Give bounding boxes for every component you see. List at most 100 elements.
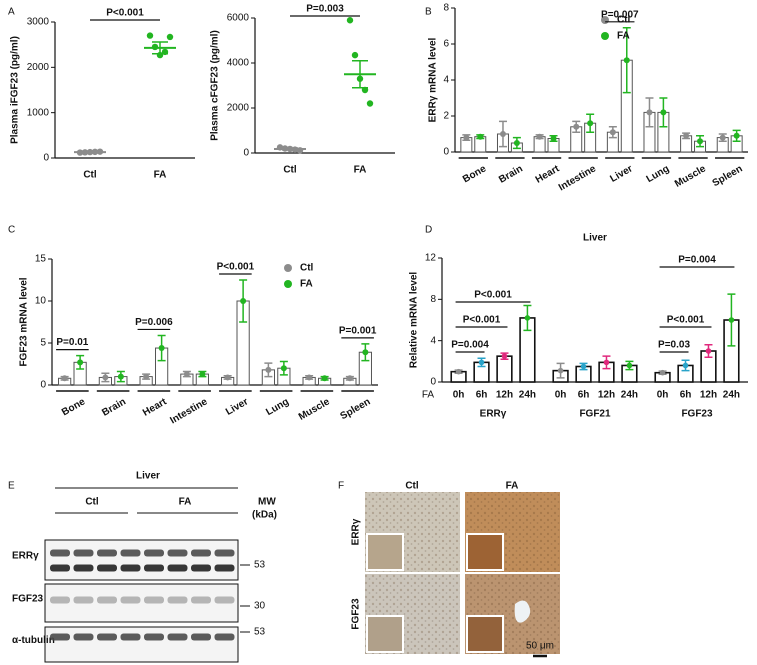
blot-group-label: Ctl bbox=[85, 497, 99, 508]
x-tick-label: FA bbox=[154, 170, 167, 181]
panel-label: D bbox=[425, 225, 432, 236]
x-tick-label: FA bbox=[354, 165, 367, 176]
y-tick-label: 4000 bbox=[227, 58, 250, 69]
mean-dot bbox=[623, 57, 630, 64]
p-value: P=0.004 bbox=[678, 255, 716, 266]
panel-label: C bbox=[8, 225, 15, 236]
mean-dot bbox=[728, 317, 735, 323]
y-tick-label: 6000 bbox=[227, 13, 250, 24]
blot-band bbox=[191, 564, 211, 572]
mean-dot bbox=[77, 359, 84, 366]
blot-band bbox=[73, 564, 94, 572]
p-value: P=0.006 bbox=[135, 317, 173, 328]
y-axis-label: Relative mRNA level bbox=[409, 272, 420, 369]
blot-title: Liver bbox=[136, 471, 160, 482]
x-tick-label: Lung bbox=[264, 396, 291, 418]
x-tick-label: Lung bbox=[645, 163, 672, 185]
mean-dot bbox=[143, 373, 150, 380]
blot-band bbox=[214, 549, 235, 557]
mean-dot bbox=[117, 373, 124, 380]
ihc-column-label: FA bbox=[506, 481, 519, 492]
legend-marker bbox=[284, 264, 292, 272]
blot-band bbox=[167, 549, 188, 557]
blot-band bbox=[191, 549, 211, 557]
blot-band bbox=[50, 596, 70, 604]
x-tick-label: Spleen bbox=[711, 163, 745, 189]
panel-label: A bbox=[8, 7, 15, 18]
mean-dot bbox=[455, 368, 462, 375]
x-tick-label: 24h bbox=[519, 390, 536, 401]
blot-band bbox=[97, 549, 117, 557]
mean-dot bbox=[646, 109, 653, 116]
blot-band bbox=[73, 633, 94, 641]
blot-row-label: ERRγ bbox=[12, 551, 39, 562]
blot-band bbox=[144, 596, 164, 604]
y-axis-label: Plasma iFGF23 (pg/ml) bbox=[10, 36, 21, 144]
error-bar bbox=[82, 150, 98, 154]
blot-band bbox=[120, 549, 141, 557]
treatment-label: FA bbox=[422, 390, 435, 401]
y-tick-label: 2000 bbox=[27, 62, 50, 73]
legend-label: Ctl bbox=[300, 263, 314, 274]
y-tick-label: 15 bbox=[35, 254, 47, 265]
blot-row-label: FGF23 bbox=[12, 594, 44, 605]
mean-dot bbox=[499, 131, 506, 137]
error-bar bbox=[352, 60, 368, 89]
mean-dot bbox=[61, 375, 68, 382]
x-tick-label: Intestine bbox=[168, 396, 209, 426]
panel-label: B bbox=[425, 7, 432, 18]
mw-label: MW bbox=[258, 497, 276, 508]
mean-dot bbox=[362, 349, 369, 356]
mean-dot bbox=[733, 132, 740, 139]
chart-title: Liver bbox=[583, 233, 607, 244]
y-tick-label: 3000 bbox=[27, 17, 50, 28]
p-value: P<0.001 bbox=[217, 262, 255, 273]
y-tick-label: 4 bbox=[443, 75, 449, 86]
scale-bar-label: 50 μm bbox=[526, 641, 554, 652]
x-tick-label: 0h bbox=[555, 390, 567, 401]
x-tick-label: Ctl bbox=[83, 170, 97, 181]
blot-band bbox=[50, 564, 70, 572]
y-tick-label: 0 bbox=[43, 153, 49, 164]
ihc-vessel bbox=[514, 600, 531, 623]
legend-marker bbox=[601, 32, 609, 40]
data-point bbox=[146, 32, 154, 39]
x-tick-label: 24h bbox=[621, 390, 638, 401]
mean-dot bbox=[587, 120, 594, 127]
blot-band bbox=[214, 633, 235, 641]
blot-band bbox=[144, 633, 164, 641]
x-tick-label: Bone bbox=[461, 163, 489, 185]
x-tick-label: Heart bbox=[534, 163, 562, 186]
legend-label: FA bbox=[300, 279, 313, 290]
x-tick-label: Heart bbox=[141, 396, 169, 419]
x-tick-label: Liver bbox=[224, 396, 250, 418]
mean-dot bbox=[659, 369, 666, 376]
mean-dot bbox=[660, 109, 667, 116]
p-value: P=0.01 bbox=[56, 337, 88, 348]
panel-label: E bbox=[8, 481, 15, 492]
p-value: P=0.004 bbox=[451, 340, 489, 351]
blot-band bbox=[97, 596, 117, 604]
x-tick-label: 0h bbox=[453, 390, 465, 401]
mean-dot bbox=[682, 362, 689, 369]
mean-dot bbox=[513, 140, 520, 146]
group-label: FGF21 bbox=[579, 409, 611, 420]
data-point bbox=[166, 33, 174, 41]
mean-dot bbox=[705, 348, 712, 354]
mean-dot bbox=[224, 374, 231, 381]
ihc-row-label: ERRγ bbox=[351, 518, 362, 545]
mean-dot bbox=[580, 363, 587, 370]
blot-band bbox=[50, 633, 70, 641]
mean-dot bbox=[240, 298, 247, 304]
mean-dot bbox=[477, 133, 484, 140]
x-tick-label: 12h bbox=[700, 390, 717, 401]
ihc-inset bbox=[466, 533, 504, 571]
y-tick-label: 5 bbox=[40, 338, 46, 349]
legend-marker bbox=[284, 280, 292, 288]
blot-band bbox=[191, 596, 211, 604]
p-value: P=0.003 bbox=[306, 4, 344, 15]
y-tick-label: 2 bbox=[443, 111, 449, 122]
y-tick-label: 1000 bbox=[27, 107, 50, 118]
